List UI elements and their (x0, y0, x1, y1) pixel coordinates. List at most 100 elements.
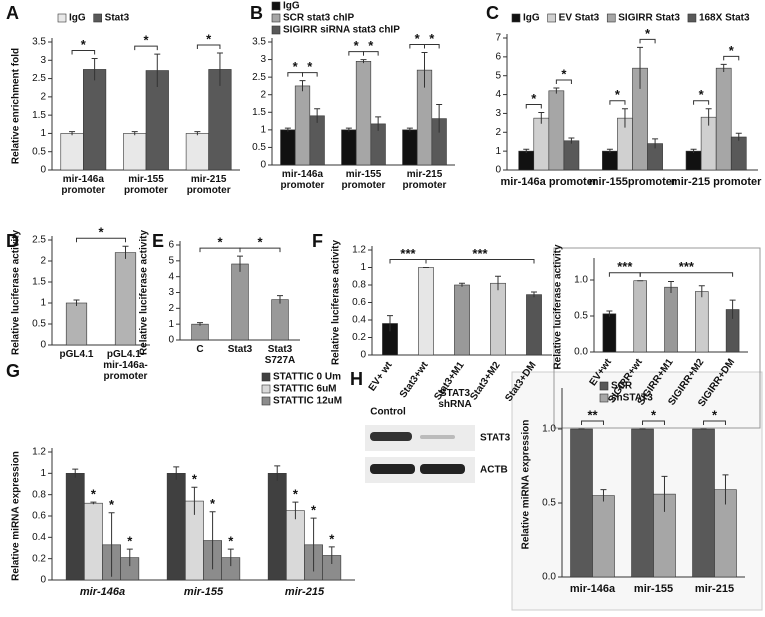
significance-bracket (71, 49, 96, 55)
legend-swatch (547, 13, 556, 23)
y-tick-label: 1 (495, 146, 501, 157)
y-tick-label: 0 (40, 575, 46, 586)
bar (664, 286, 678, 353)
x-tick-label-box: Stat3 (227, 344, 253, 355)
significance: * (329, 531, 335, 546)
significance-bracket (581, 420, 604, 425)
significance: * (307, 59, 313, 74)
significance: * (293, 487, 299, 502)
legend-swatch (511, 13, 521, 23)
significance-bracket (424, 44, 440, 49)
y-axis-label: Relative luciferase activity (331, 240, 342, 366)
x-tick-label-box: mir-146a promoter (281, 169, 325, 191)
bar (730, 136, 747, 171)
blot-band (370, 464, 415, 474)
x-tick-label: Stat3+M2 (468, 360, 503, 403)
bar (602, 150, 618, 171)
error-bar (108, 512, 115, 577)
x-tick-label-box: mir-215 promoter (186, 174, 231, 196)
error-bar (284, 127, 291, 132)
bar (518, 150, 535, 171)
error-bar (690, 148, 697, 154)
panel-letter: A (6, 3, 19, 23)
bar (695, 291, 709, 353)
blot-column: Control (370, 407, 406, 418)
bar (715, 67, 732, 171)
panel-letter: E (152, 231, 164, 251)
bar (633, 280, 647, 353)
error-bar (91, 57, 98, 81)
panel-letter: H (350, 369, 363, 389)
y-tick-label: 3.5 (32, 37, 46, 48)
error-bar (421, 52, 428, 88)
y-tick-label: 1.0 (542, 424, 556, 435)
y-tick-label: 0.2 (352, 332, 366, 343)
legend-label: SCR stat3 chIP (283, 13, 354, 24)
x-tick-label-box: mir-155 promoter (124, 174, 168, 196)
x-tick-label: mir-146a promoter (61, 174, 106, 196)
x-tick-label-box: pGL4.1-mir-146a-promoter (103, 349, 147, 382)
y-tick-label: 0.6 (32, 511, 46, 522)
error-bar (277, 295, 283, 304)
x-tick-label: mir-146a (570, 583, 616, 595)
legend-label: STATTIC 12uM (273, 396, 342, 407)
error-bar (69, 131, 76, 136)
error-bar (553, 87, 560, 94)
legend-label: SIGIRR Stat3 (618, 13, 680, 24)
error-bar (568, 137, 575, 144)
error-bar (705, 108, 712, 126)
error-bar (360, 59, 367, 64)
error-bar (668, 280, 674, 293)
blot-row: ACTB (480, 465, 508, 476)
error-bar (122, 245, 129, 259)
bar (166, 473, 186, 581)
error-bar (299, 80, 306, 92)
error-bar (606, 310, 613, 317)
x-tick-label: Stat3 S727A (264, 344, 296, 366)
legend-label: Stat3 (105, 13, 130, 24)
bar (185, 133, 209, 171)
panel-letter: G (6, 361, 20, 381)
x-tick-label: Stat3 (227, 344, 253, 355)
legend-label: IgG (523, 13, 540, 24)
error-bar (600, 489, 607, 502)
panel-letter: C (486, 3, 499, 23)
y-tick-label: 3 (40, 55, 46, 66)
y-tick-label: 0.0 (574, 347, 588, 358)
significance-bracket (693, 100, 710, 105)
y-tick-label: 2 (40, 91, 46, 102)
significance-bracket (363, 51, 379, 56)
error-bar (328, 546, 335, 564)
y-tick-label: 2.5 (32, 73, 46, 84)
legend-swatch (57, 13, 67, 23)
significance-bracket (196, 44, 221, 49)
y-tick-label: 1.2 (32, 447, 46, 458)
y-tick-label: 3 (260, 54, 266, 65)
y-tick-label: 2 (168, 303, 174, 314)
significance: * (311, 503, 317, 518)
significance: * (98, 225, 104, 240)
y-tick-label: 3 (495, 108, 501, 119)
y-tick-label: 0 (168, 335, 174, 346)
x-tick-label: mir-215 promoter (186, 174, 231, 196)
y-tick-label: 0.5 (32, 319, 46, 330)
x-tick-label: pGL4.1 (59, 349, 94, 360)
legend-swatch (261, 372, 271, 382)
x-tick-label: mir-215 (695, 583, 734, 595)
y-tick-label: 0.2 (32, 553, 46, 564)
legend-swatch (271, 13, 281, 23)
legend-label: 168X Stat3 (699, 13, 750, 24)
legend-label: shSTAT3 (611, 393, 653, 404)
significance: * (192, 472, 198, 487)
y-tick-label: 3 (168, 287, 174, 298)
significance-bracket (555, 79, 572, 84)
y-tick-label: 6 (495, 51, 501, 62)
significance-bracket (134, 45, 158, 51)
error-bar (698, 285, 705, 298)
blot-column: STAT3 shRNA (438, 388, 472, 410)
significance-bracket (639, 38, 656, 44)
bar (294, 85, 311, 166)
bar (280, 129, 296, 166)
error-bar (652, 138, 659, 149)
